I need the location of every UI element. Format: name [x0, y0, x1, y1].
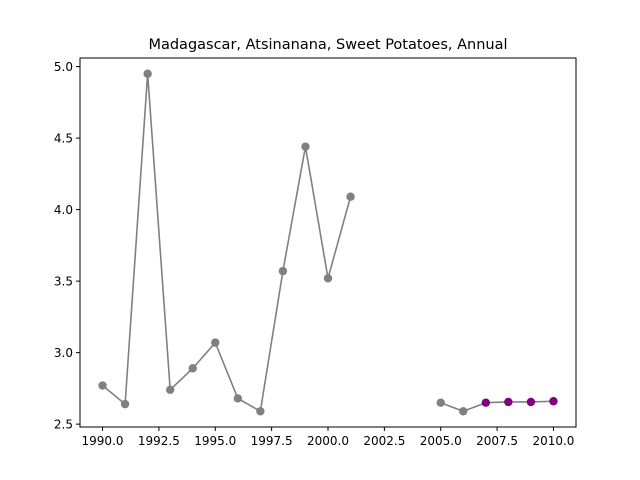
- data-point: [120, 399, 130, 409]
- data-point: [346, 192, 355, 201]
- x-axis-ticks: 1990.0 1992.5 1995.0 1997.5 2000.0 2002.5 2005…: [82, 427, 574, 448]
- data-point: [211, 338, 220, 347]
- data-point: [143, 69, 152, 78]
- y-tick-label: 3.5: [54, 275, 73, 289]
- data-point: [256, 407, 265, 416]
- data-point: [504, 397, 513, 407]
- data-point: [98, 381, 107, 390]
- y-tick-label: 4.5: [54, 132, 73, 146]
- x-tick-label: 1995.0: [194, 434, 236, 448]
- y-tick-label: 3.0: [54, 346, 73, 360]
- data-point: [549, 397, 558, 406]
- data-point: [165, 385, 175, 395]
- x-tick-label: 1997.5: [251, 434, 293, 448]
- data-point: [188, 364, 197, 373]
- data-point: [278, 266, 288, 276]
- y-tick-label: 5.0: [54, 60, 73, 74]
- data-point: [233, 394, 243, 403]
- x-tick-label: 2002.5: [363, 434, 405, 448]
- series-line-segment-1: [102, 72, 352, 413]
- chart-title: Madagascar, Atsinanana, Sweet Potatoes, …: [148, 37, 507, 53]
- y-tick-label: 2.5: [54, 418, 73, 432]
- plot-area-frame: [79, 57, 577, 428]
- data-point: [436, 398, 445, 407]
- data-point: [301, 142, 310, 151]
- x-tick-label: 1992.5: [138, 434, 180, 448]
- x-tick-label: 1990.0: [82, 434, 124, 448]
- data-point: [323, 274, 333, 283]
- y-axis-ticks: 2.5 3.0 3.5 4.0 4.5 5.0: [54, 60, 80, 432]
- data-point: [481, 398, 491, 407]
- y-tick-label: 4.0: [54, 203, 73, 217]
- x-tick-label: 2000.0: [307, 434, 349, 448]
- x-tick-label: 2007.5: [476, 434, 518, 448]
- data-point: [526, 397, 536, 407]
- data-series: [98, 69, 558, 416]
- data-point: [459, 407, 468, 416]
- x-tick-label: 2005.0: [420, 434, 462, 448]
- x-tick-label: 2010.0: [532, 434, 574, 448]
